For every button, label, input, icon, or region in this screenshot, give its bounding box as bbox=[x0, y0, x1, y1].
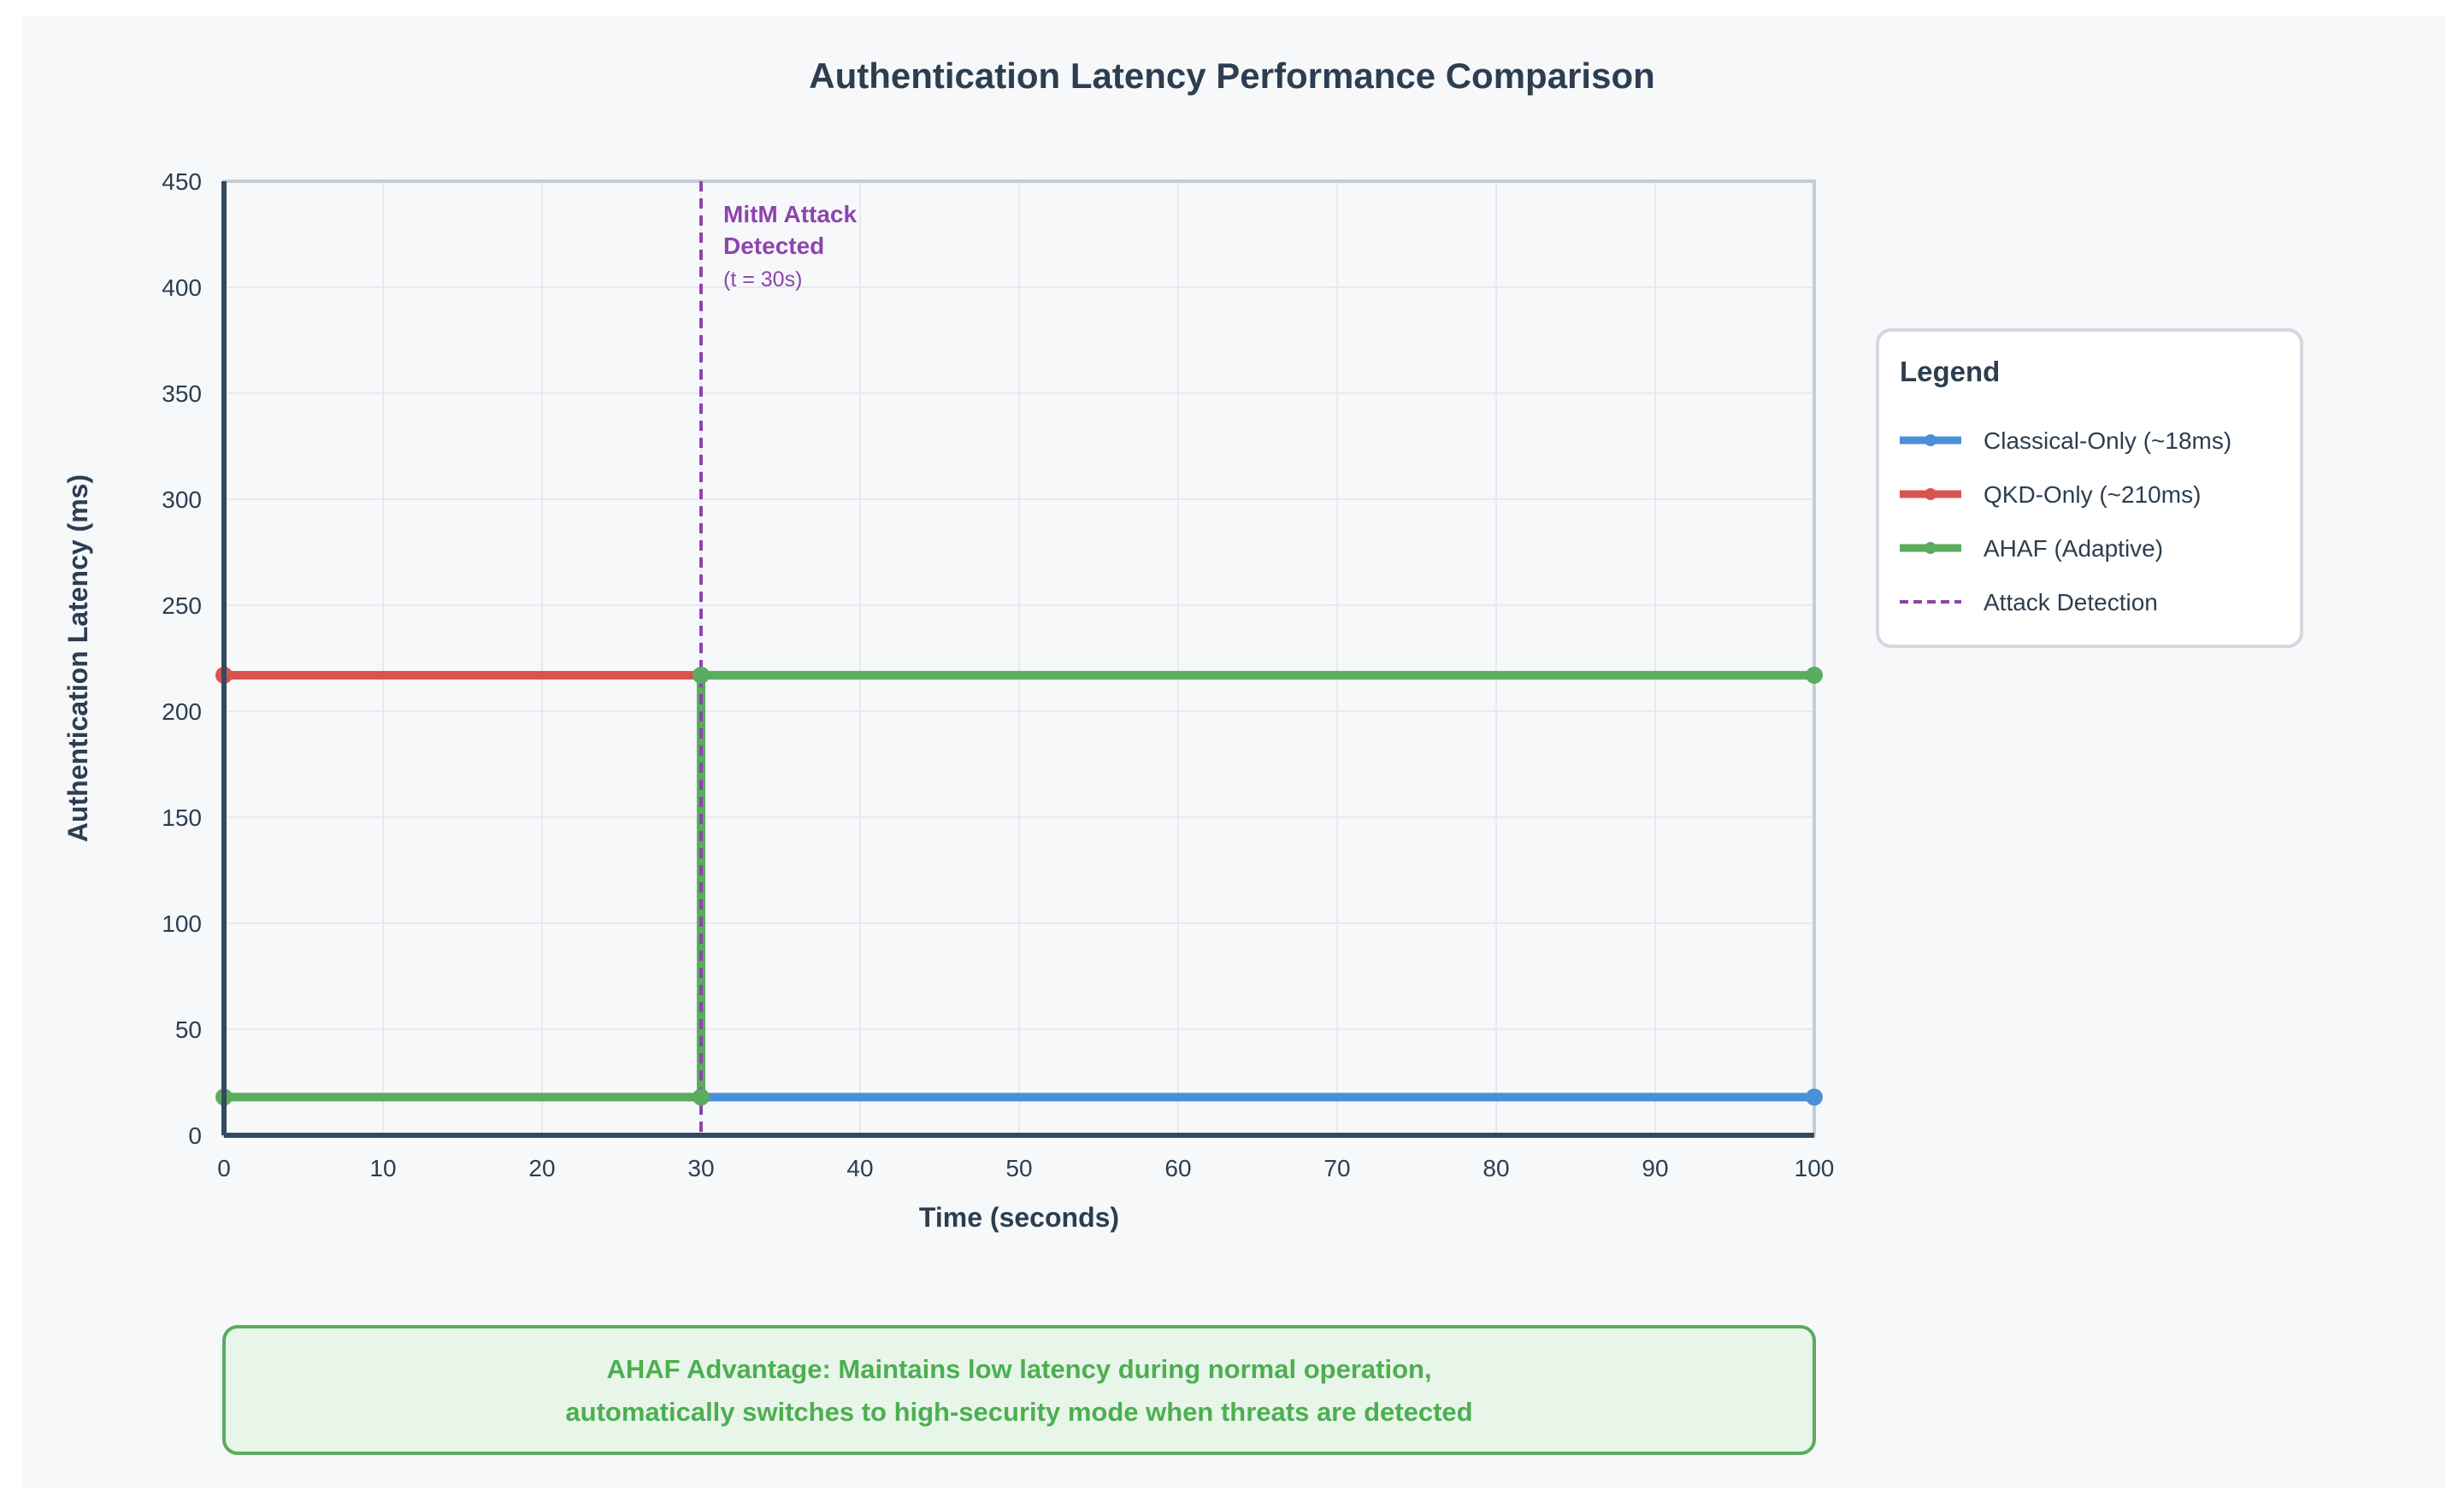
y-axis-label: Authentication Latency (ms) bbox=[62, 474, 93, 842]
x-tick-label: 50 bbox=[1005, 1155, 1032, 1181]
data-point-classical bbox=[1806, 1088, 1823, 1106]
y-tick-label: 200 bbox=[162, 698, 202, 725]
advantage-banner: AHAF Advantage: Maintains low latency du… bbox=[222, 1325, 1816, 1455]
chart-card: Authentication Latency Performance Compa… bbox=[22, 15, 2445, 1487]
x-tick-label: 60 bbox=[1164, 1155, 1191, 1181]
legend: Legend Classical-Only (~18ms) QKD-Only (~… bbox=[1876, 328, 2303, 648]
legend-label-qkd: QKD-Only (~210ms) bbox=[1984, 481, 2201, 508]
y-tick-label: 300 bbox=[162, 486, 202, 513]
legend-title: Legend bbox=[1900, 356, 2000, 387]
y-tick-label: 350 bbox=[162, 380, 202, 407]
advantage-banner-box bbox=[222, 1325, 1816, 1455]
y-tick-label: 250 bbox=[162, 592, 202, 619]
legend-items: Classical-Only (~18ms) QKD-Only (~210ms) A… bbox=[1900, 427, 2231, 616]
banner-line1: AHAF Advantage: Maintains low latency du… bbox=[606, 1354, 1431, 1384]
series-layer bbox=[215, 181, 1823, 1135]
y-tick-label: 150 bbox=[162, 804, 202, 831]
x-tick-label: 40 bbox=[846, 1155, 873, 1181]
latency-chart: Authentication Latency Performance Compa… bbox=[62, 56, 2303, 1455]
y-tick-label: 400 bbox=[162, 274, 202, 301]
y-tick-label: 50 bbox=[175, 1016, 202, 1043]
legend-marker-classical bbox=[1925, 434, 1936, 446]
x-tick-label: 70 bbox=[1323, 1155, 1350, 1181]
x-tick-label: 20 bbox=[528, 1155, 555, 1181]
attack-label-line3: (t = 30s) bbox=[723, 268, 802, 292]
y-tick-label: 450 bbox=[162, 168, 202, 195]
data-point-ahaf bbox=[693, 1088, 710, 1106]
x-tick-label: 100 bbox=[1795, 1155, 1835, 1181]
tick-labels: 0 10 20 30 40 50 60 70 80 90 100 0 50 100 150 200 250 300… bbox=[162, 168, 1834, 1181]
attack-label-line1: MitM Attack bbox=[723, 201, 858, 227]
y-tick-label: 100 bbox=[162, 910, 202, 937]
chart-title: Authentication Latency Performance Compa… bbox=[809, 56, 1655, 96]
banner-line2: automatically switches to high-security … bbox=[565, 1397, 1472, 1427]
attack-label-line2: Detected bbox=[723, 233, 824, 259]
data-point-ahaf bbox=[1806, 666, 1823, 684]
y-tick-label: 0 bbox=[188, 1122, 202, 1149]
x-tick-label: 10 bbox=[369, 1155, 396, 1181]
legend-marker-ahaf bbox=[1925, 542, 1936, 554]
x-tick-label: 0 bbox=[217, 1155, 231, 1181]
legend-box bbox=[1876, 328, 2303, 648]
data-point-ahaf bbox=[693, 666, 710, 684]
x-axis-label: Time (seconds) bbox=[919, 1202, 1119, 1233]
grid bbox=[223, 180, 1815, 1136]
legend-label-attack: Attack Detection bbox=[1984, 589, 2158, 616]
x-tick-label: 30 bbox=[687, 1155, 714, 1181]
x-tick-label: 90 bbox=[1642, 1155, 1668, 1181]
legend-label-classical: Classical-Only (~18ms) bbox=[1984, 427, 2231, 454]
x-tick-label: 80 bbox=[1483, 1155, 1509, 1181]
legend-label-ahaf: AHAF (Adaptive) bbox=[1984, 535, 2163, 562]
legend-marker-qkd bbox=[1925, 488, 1936, 500]
